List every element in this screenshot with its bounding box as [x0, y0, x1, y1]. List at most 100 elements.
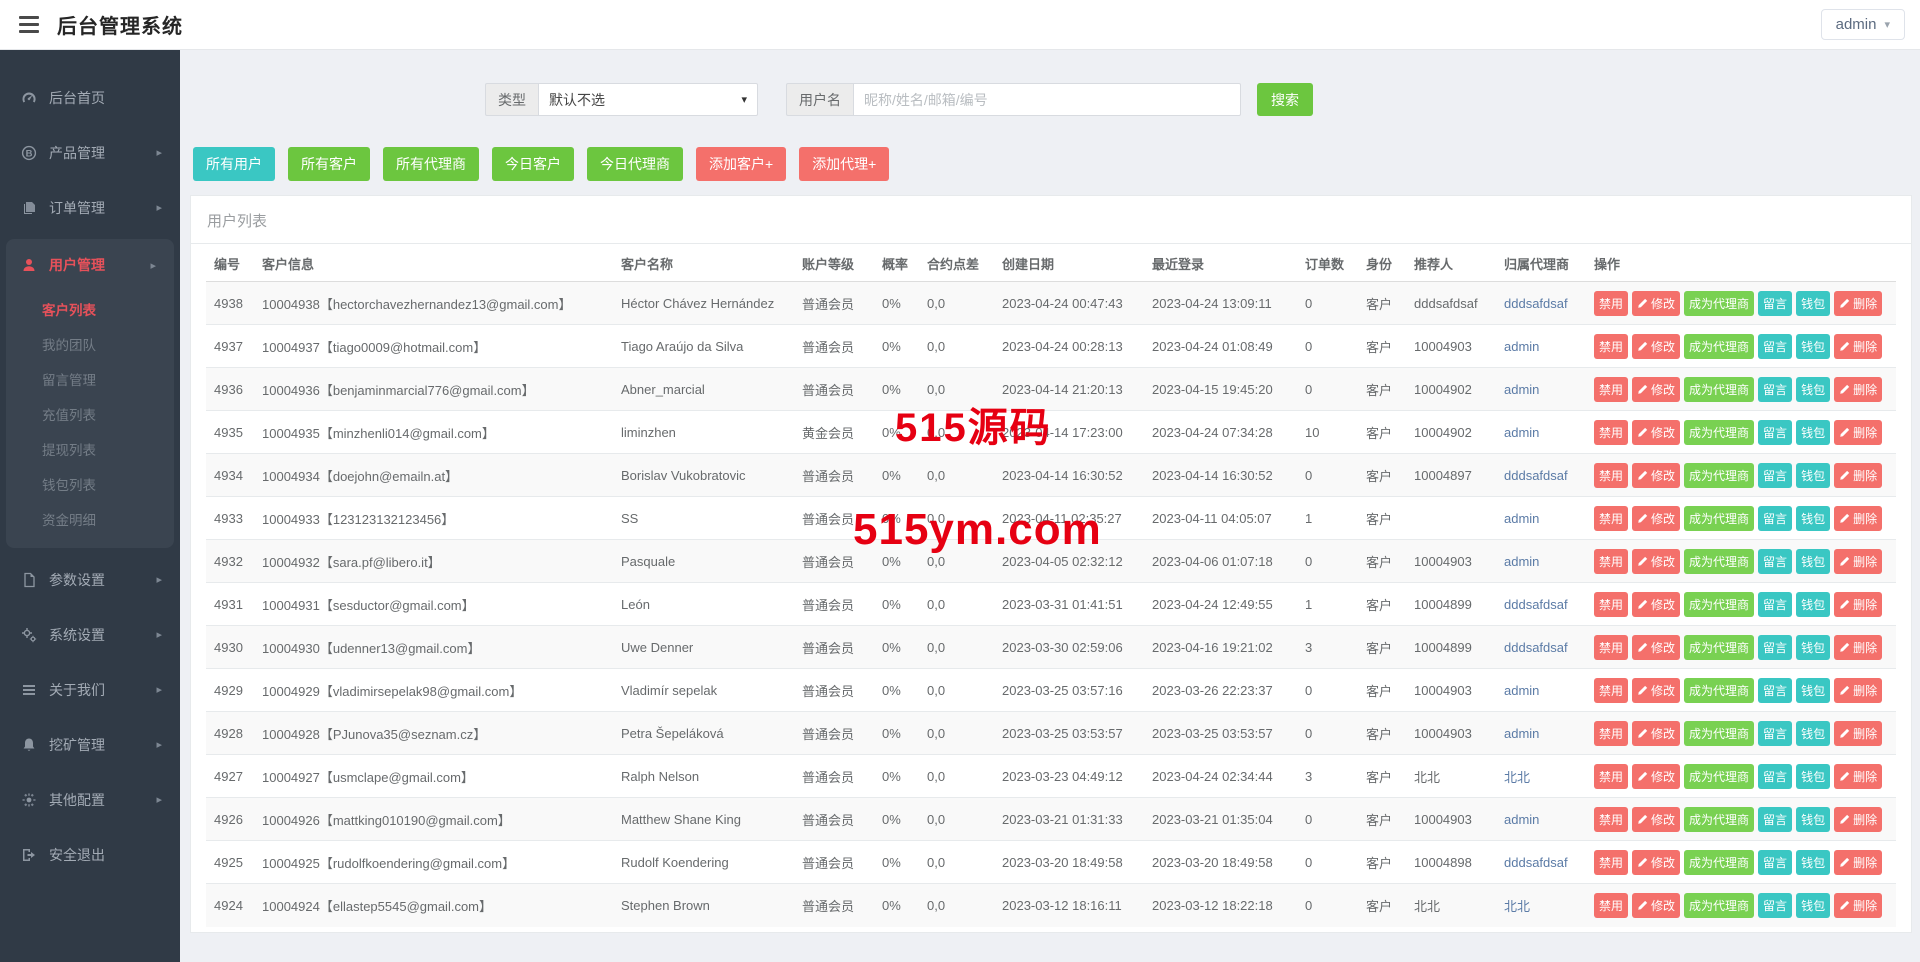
sidebar-item-params[interactable]: 参数设置 ▸	[0, 552, 180, 607]
delete-button[interactable]: 删除	[1834, 419, 1883, 445]
become-agent-button[interactable]: 成为代理商	[1684, 290, 1755, 316]
become-agent-button[interactable]: 成为代理商	[1684, 376, 1755, 402]
message-button[interactable]: 留言	[1758, 333, 1793, 359]
edit-button[interactable]: 修改	[1632, 548, 1681, 574]
submenu-item-fund-details[interactable]: 资金明细	[42, 512, 96, 528]
become-agent-button[interactable]: 成为代理商	[1684, 419, 1755, 445]
delete-button[interactable]: 删除	[1834, 892, 1883, 918]
agent-link[interactable]: dddsafdsaf	[1504, 854, 1568, 870]
edit-button[interactable]: 修改	[1632, 763, 1681, 789]
agent-link[interactable]: dddsafdsaf	[1504, 467, 1568, 483]
message-button[interactable]: 留言	[1758, 849, 1793, 875]
submenu-item-recharge-list[interactable]: 充值列表	[42, 407, 96, 423]
message-button[interactable]: 留言	[1758, 376, 1793, 402]
wallet-button[interactable]: 钱包	[1796, 290, 1831, 316]
become-agent-button[interactable]: 成为代理商	[1684, 462, 1755, 488]
agent-link[interactable]: admin	[1504, 811, 1540, 827]
delete-button[interactable]: 删除	[1834, 763, 1883, 789]
disable-button[interactable]: 禁用	[1594, 376, 1629, 402]
delete-button[interactable]: 删除	[1834, 548, 1883, 574]
agent-link[interactable]: admin	[1504, 338, 1540, 354]
search-button[interactable]: 搜索	[1257, 83, 1313, 116]
agent-link[interactable]: dddsafdsaf	[1504, 639, 1568, 655]
agent-link[interactable]: admin	[1504, 381, 1540, 397]
message-button[interactable]: 留言	[1758, 290, 1793, 316]
message-button[interactable]: 留言	[1758, 591, 1793, 617]
message-button[interactable]: 留言	[1758, 677, 1793, 703]
disable-button[interactable]: 禁用	[1594, 591, 1629, 617]
delete-button[interactable]: 删除	[1834, 290, 1883, 316]
message-button[interactable]: 留言	[1758, 720, 1793, 746]
message-button[interactable]: 留言	[1758, 892, 1793, 918]
delete-button[interactable]: 删除	[1834, 462, 1883, 488]
delete-button[interactable]: 删除	[1834, 634, 1883, 660]
sidebar-item-logout[interactable]: 安全退出	[0, 827, 180, 882]
wallet-button[interactable]: 钱包	[1796, 419, 1831, 445]
agent-link[interactable]: admin	[1504, 510, 1540, 526]
submenu-item-messages[interactable]: 留言管理	[42, 372, 96, 388]
disable-button[interactable]: 禁用	[1594, 892, 1629, 918]
disable-button[interactable]: 禁用	[1594, 634, 1629, 660]
edit-button[interactable]: 修改	[1632, 892, 1681, 918]
wallet-button[interactable]: 钱包	[1796, 634, 1831, 660]
edit-button[interactable]: 修改	[1632, 849, 1681, 875]
disable-button[interactable]: 禁用	[1594, 333, 1629, 359]
delete-button[interactable]: 删除	[1834, 376, 1883, 402]
become-agent-button[interactable]: 成为代理商	[1684, 806, 1755, 832]
delete-button[interactable]: 删除	[1834, 849, 1883, 875]
edit-button[interactable]: 修改	[1632, 806, 1681, 832]
message-button[interactable]: 留言	[1758, 763, 1793, 789]
edit-button[interactable]: 修改	[1632, 720, 1681, 746]
edit-button[interactable]: 修改	[1632, 419, 1681, 445]
agent-link[interactable]: admin	[1504, 424, 1540, 440]
sidebar-item-about[interactable]: 关于我们 ▸	[0, 662, 180, 717]
message-button[interactable]: 留言	[1758, 419, 1793, 445]
wallet-button[interactable]: 钱包	[1796, 548, 1831, 574]
wallet-button[interactable]: 钱包	[1796, 849, 1831, 875]
message-button[interactable]: 留言	[1758, 806, 1793, 832]
delete-button[interactable]: 删除	[1834, 505, 1883, 531]
agent-link[interactable]: 北北	[1504, 898, 1531, 914]
sidebar-item-users[interactable]: 用户管理 ▸	[6, 239, 174, 291]
edit-button[interactable]: 修改	[1632, 376, 1681, 402]
message-button[interactable]: 留言	[1758, 548, 1793, 574]
delete-button[interactable]: 删除	[1834, 720, 1883, 746]
disable-button[interactable]: 禁用	[1594, 849, 1629, 875]
wallet-button[interactable]: 钱包	[1796, 720, 1831, 746]
disable-button[interactable]: 禁用	[1594, 462, 1629, 488]
agent-link[interactable]: dddsafdsaf	[1504, 295, 1568, 311]
wallet-button[interactable]: 钱包	[1796, 763, 1831, 789]
wallet-button[interactable]: 钱包	[1796, 505, 1831, 531]
delete-button[interactable]: 删除	[1834, 677, 1883, 703]
become-agent-button[interactable]: 成为代理商	[1684, 720, 1755, 746]
sidebar-item-mining[interactable]: 挖矿管理 ▸	[0, 717, 180, 772]
submenu-item-customer-list[interactable]: 客户列表	[42, 302, 96, 318]
wallet-button[interactable]: 钱包	[1796, 806, 1831, 832]
become-agent-button[interactable]: 成为代理商	[1684, 548, 1755, 574]
type-select[interactable]: 默认不选 ▾	[538, 83, 758, 116]
edit-button[interactable]: 修改	[1632, 290, 1681, 316]
wallet-button[interactable]: 钱包	[1796, 376, 1831, 402]
admin-user-dropdown[interactable]: admin ▾	[1820, 9, 1905, 40]
today-customers-button[interactable]: 今日客户	[492, 147, 574, 181]
become-agent-button[interactable]: 成为代理商	[1684, 763, 1755, 789]
become-agent-button[interactable]: 成为代理商	[1684, 634, 1755, 660]
sidebar-item-other-config[interactable]: 其他配置 ▸	[0, 772, 180, 827]
disable-button[interactable]: 禁用	[1594, 806, 1629, 832]
add-customer-button[interactable]: 添加客户+	[696, 147, 787, 181]
disable-button[interactable]: 禁用	[1594, 505, 1629, 531]
wallet-button[interactable]: 钱包	[1796, 333, 1831, 359]
become-agent-button[interactable]: 成为代理商	[1684, 892, 1755, 918]
agent-link[interactable]: admin	[1504, 682, 1540, 698]
edit-button[interactable]: 修改	[1632, 677, 1681, 703]
message-button[interactable]: 留言	[1758, 634, 1793, 660]
submenu-item-withdraw-list[interactable]: 提现列表	[42, 442, 96, 458]
submenu-item-wallet-list[interactable]: 钱包列表	[42, 477, 96, 493]
edit-button[interactable]: 修改	[1632, 462, 1681, 488]
sidebar-item-system[interactable]: 系统设置 ▸	[0, 607, 180, 662]
disable-button[interactable]: 禁用	[1594, 419, 1629, 445]
sidebar-item-products[interactable]: B 产品管理 ▸	[0, 125, 180, 180]
become-agent-button[interactable]: 成为代理商	[1684, 849, 1755, 875]
add-agent-button[interactable]: 添加代理+	[799, 147, 890, 181]
all-agents-button[interactable]: 所有代理商	[383, 147, 479, 181]
